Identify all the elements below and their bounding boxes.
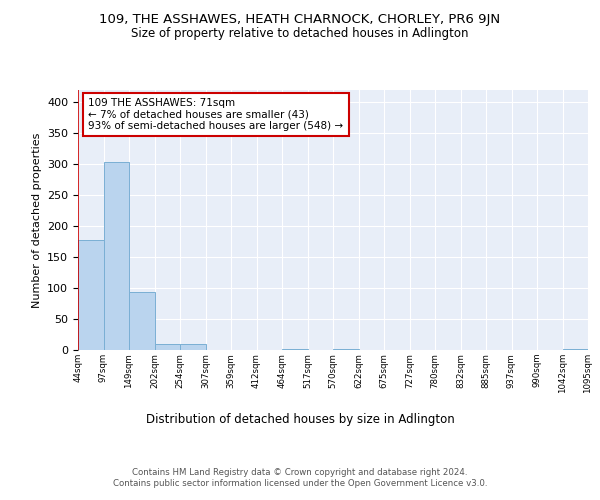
Text: Contains HM Land Registry data © Crown copyright and database right 2024.
Contai: Contains HM Land Registry data © Crown c… (113, 468, 487, 487)
Bar (129, 292, 155, 350)
Bar (155, 344, 180, 350)
Text: Size of property relative to detached houses in Adlington: Size of property relative to detached ho… (131, 28, 469, 40)
Y-axis label: Number of detached properties: Number of detached properties (32, 132, 41, 308)
Bar (563, 349, 588, 350)
Bar (333, 349, 359, 350)
Bar (180, 344, 205, 350)
Bar (282, 349, 308, 350)
Bar (104, 162, 129, 350)
Text: 109 THE ASSHAWES: 71sqm
← 7% of detached houses are smaller (43)
93% of semi-det: 109 THE ASSHAWES: 71sqm ← 7% of detached… (88, 98, 343, 131)
Bar (78, 240, 104, 350)
Text: 109, THE ASSHAWES, HEATH CHARNOCK, CHORLEY, PR6 9JN: 109, THE ASSHAWES, HEATH CHARNOCK, CHORL… (100, 12, 500, 26)
Text: Distribution of detached houses by size in Adlington: Distribution of detached houses by size … (146, 412, 454, 426)
